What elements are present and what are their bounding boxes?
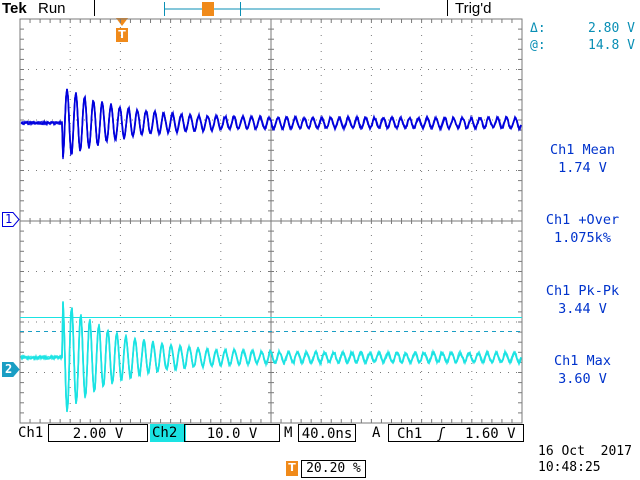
trigger-position-marker[interactable]: T	[116, 28, 128, 42]
ch1-ground-marker[interactable]: 1	[2, 212, 20, 227]
measurement-ch1-pkpk: Ch1 Pk-Pk 3.44 V	[525, 282, 640, 318]
ch1-label: Ch1	[18, 425, 44, 441]
ch1-marker-icon	[2, 212, 20, 227]
measurement-label: Ch1 Pk-Pk	[545, 283, 620, 299]
ch2-ground-marker[interactable]: 2	[2, 362, 20, 377]
timebase-label: M	[284, 425, 293, 441]
measurement-ch1-max: Ch1 Max 3.60 V	[525, 352, 640, 388]
acquisition-state: Run	[38, 0, 66, 17]
top-status-bar: Tek Run Trig'd	[0, 0, 640, 18]
measurement-label: Ch1 Max	[554, 353, 611, 369]
measurement-ch1-mean: Ch1 Mean 1.74 V	[525, 141, 640, 177]
trigger-settings[interactable]: Ch1 ʃ 1.60 V	[388, 424, 524, 442]
measurement-ch1-overshoot: Ch1 +Over 1.075k%	[525, 211, 640, 247]
trigger-arrow-icon	[116, 18, 128, 26]
trigger-mode-label: A	[372, 425, 381, 441]
trigger-slope-icon: ʃ	[437, 426, 446, 442]
cursor-delta-label: Δ:	[530, 21, 546, 36]
cursor-at-label: @:	[530, 38, 546, 53]
ch2-marker-icon	[2, 362, 20, 377]
ch1-marker-label: 1	[5, 212, 13, 226]
measurement-value: 1.74 V	[558, 160, 607, 176]
measurement-value: 1.075k%	[554, 230, 611, 246]
cursor-at-value: 14.8 V	[588, 38, 635, 53]
date-time: 16 Oct 2017 10:48:25	[538, 444, 632, 476]
ch2-reference-lines	[20, 317, 522, 332]
ch2-scale[interactable]: 10.0 V	[184, 424, 280, 442]
trigger-position-icon: T	[286, 461, 298, 476]
trigger-level: 1.60 V	[465, 426, 516, 442]
cursor-readout: Δ: 2.80 V @: 14.8 V	[530, 20, 635, 54]
measurement-label: Ch1 +Over	[545, 212, 620, 228]
trigger-source: Ch1	[397, 426, 423, 442]
record-trigger-marker	[202, 2, 214, 16]
ch1-scale[interactable]: 2.00 V	[48, 424, 148, 442]
record-position-indicator	[164, 2, 380, 16]
waveform-traces	[20, 88, 522, 413]
ch2-marker-label: 2	[5, 362, 13, 376]
ch2-trace	[20, 301, 522, 411]
trigger-position-value[interactable]: 20.20 %	[301, 460, 366, 478]
cursor-delta-value: 2.80 V	[588, 21, 635, 36]
brand-logo: Tek	[2, 0, 27, 17]
measurement-value: 3.60 V	[558, 371, 607, 387]
date: 16 Oct 2017	[538, 444, 632, 459]
trigger-status: Trig'd	[455, 0, 492, 17]
measurement-label: Ch1 Mean	[549, 142, 616, 158]
status-divider	[94, 0, 95, 16]
ch1-trace	[20, 88, 522, 160]
timebase-value[interactable]: 40.0ns	[298, 424, 356, 442]
status-divider	[447, 0, 448, 16]
measurement-value: 3.44 V	[558, 301, 607, 317]
time: 10:48:25	[538, 460, 601, 475]
ch2-label: Ch2	[150, 424, 186, 442]
